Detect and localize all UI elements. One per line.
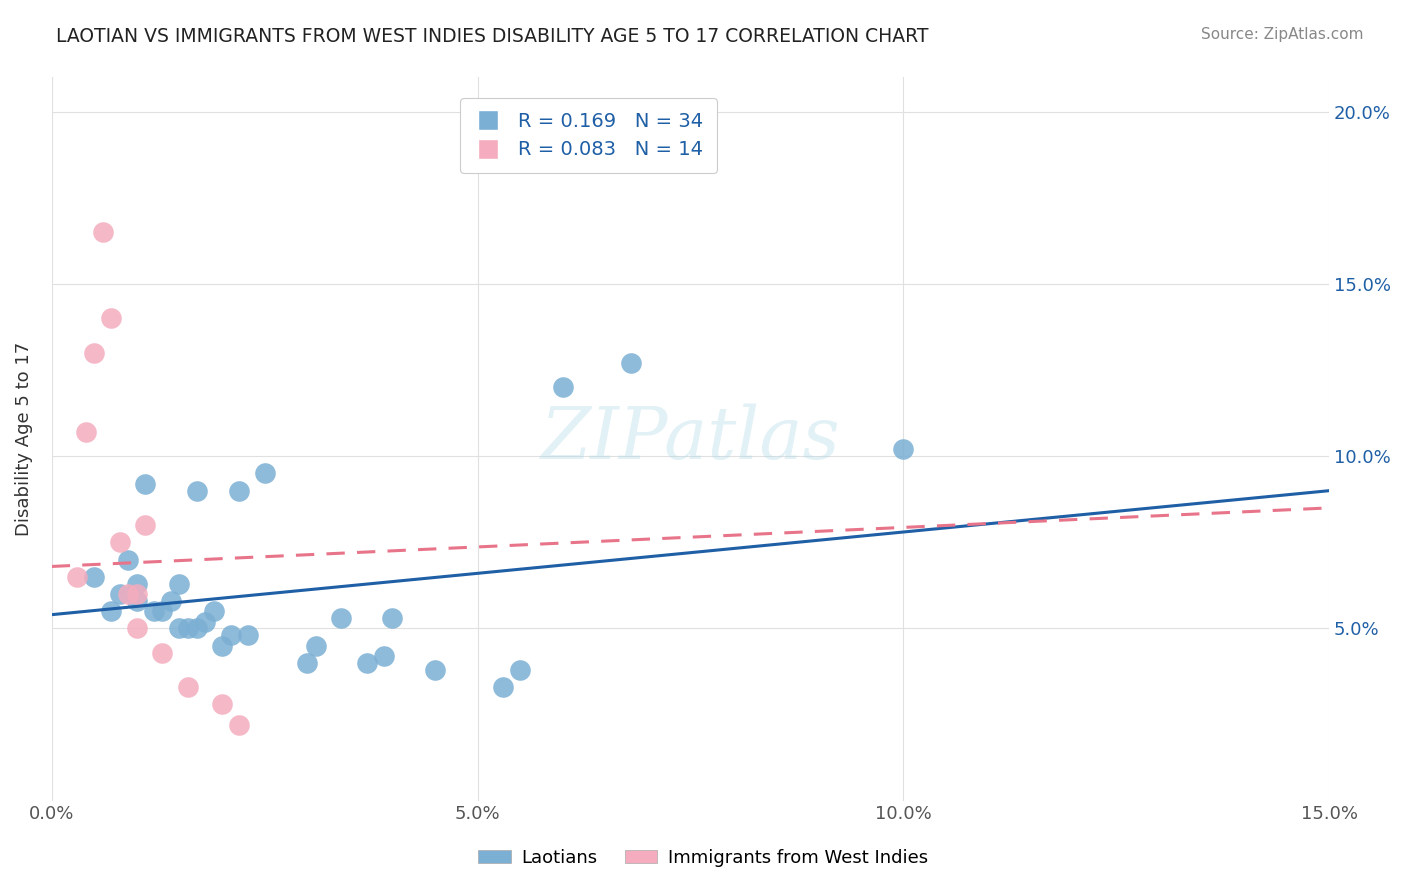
Point — [83, 570, 105, 584]
Y-axis label: Disability Age 5 to 17: Disability Age 5 to 17 — [15, 342, 32, 536]
Point — [160, 594, 183, 608]
Point — [330, 611, 353, 625]
Point — [551, 380, 574, 394]
Point — [108, 535, 131, 549]
Legend: R = 0.169   N = 34, R = 0.083   N = 14: R = 0.169 N = 34, R = 0.083 N = 14 — [460, 98, 717, 173]
Point — [117, 587, 139, 601]
Point — [381, 611, 404, 625]
Point — [125, 576, 148, 591]
Point — [169, 576, 191, 591]
Point — [152, 604, 174, 618]
Point — [620, 356, 643, 370]
Point — [83, 346, 105, 360]
Point — [125, 587, 148, 601]
Text: Source: ZipAtlas.com: Source: ZipAtlas.com — [1201, 27, 1364, 42]
Point — [100, 311, 122, 326]
Point — [142, 604, 165, 618]
Point — [236, 628, 259, 642]
Legend: Laotians, Immigrants from West Indies: Laotians, Immigrants from West Indies — [471, 842, 935, 874]
Text: LAOTIAN VS IMMIGRANTS FROM WEST INDIES DISABILITY AGE 5 TO 17 CORRELATION CHART: LAOTIAN VS IMMIGRANTS FROM WEST INDIES D… — [56, 27, 929, 45]
Point — [194, 615, 217, 629]
Point — [75, 425, 97, 439]
Point — [228, 718, 250, 732]
Point — [492, 680, 515, 694]
Point — [152, 646, 174, 660]
Point — [211, 639, 233, 653]
Point — [373, 648, 395, 663]
Point — [134, 518, 156, 533]
Point — [202, 604, 225, 618]
Point — [423, 663, 446, 677]
Point — [305, 639, 328, 653]
Text: ZIPatlas: ZIPatlas — [541, 404, 841, 475]
Point — [100, 604, 122, 618]
Point — [509, 663, 531, 677]
Point — [177, 680, 200, 694]
Point — [186, 622, 208, 636]
Point — [66, 570, 89, 584]
Point — [253, 467, 276, 481]
Point — [125, 594, 148, 608]
Point — [108, 587, 131, 601]
Point — [91, 226, 114, 240]
Point — [177, 622, 200, 636]
Point — [117, 552, 139, 566]
Point — [169, 622, 191, 636]
Point — [125, 622, 148, 636]
Point — [356, 656, 378, 670]
Point — [228, 483, 250, 498]
Point — [891, 442, 914, 457]
Point — [134, 476, 156, 491]
Point — [186, 483, 208, 498]
Point — [211, 697, 233, 711]
Point — [219, 628, 242, 642]
Point — [297, 656, 319, 670]
